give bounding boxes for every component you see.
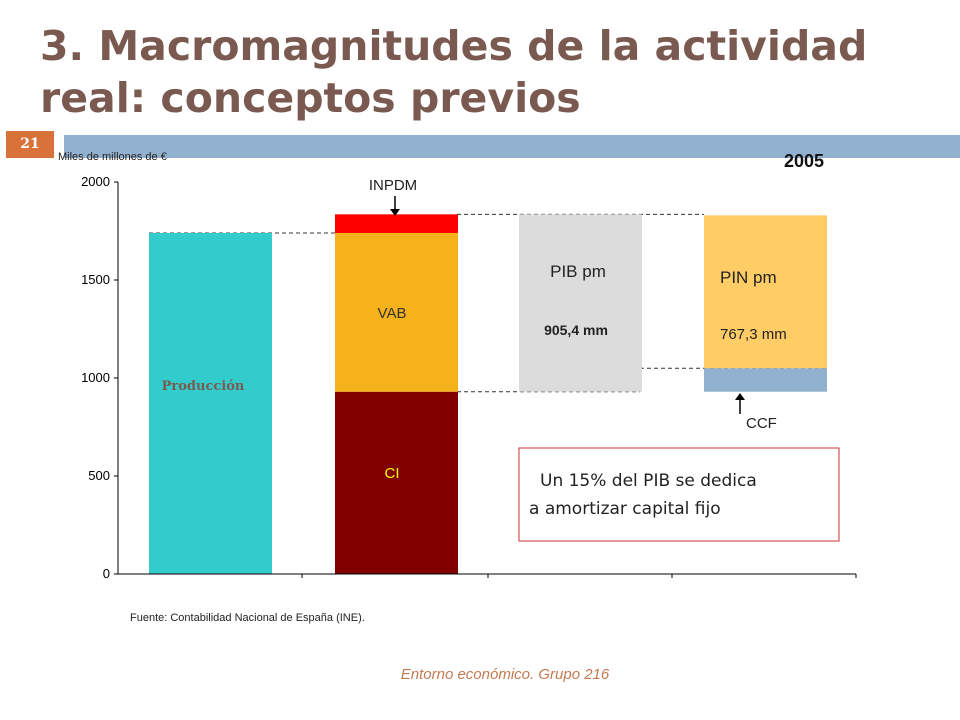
bar-segment-1-2 — [335, 214, 458, 233]
label-ccf: CCF — [746, 415, 777, 432]
annotation-line1: Un 15% del PIB se dedica — [540, 471, 757, 491]
bar-segment-2-0 — [519, 214, 642, 392]
slide-number: 21 — [6, 131, 54, 158]
value-pib-pm: 905,4 mm — [544, 322, 608, 338]
slide-title-line1: 3. Macromagnitudes de la actividad — [40, 22, 868, 70]
bar-segment-1-0 — [335, 391, 458, 574]
y-tick-label-1: 500 — [88, 468, 110, 483]
bar-segment-0-0 — [149, 232, 272, 574]
annotation-line2: a amortizar capital fijo — [529, 499, 721, 519]
inpdm-arrow-head — [390, 209, 400, 216]
slide-title-line2: real: conceptos previos — [40, 74, 581, 122]
y-tick-label-3: 1500 — [81, 272, 110, 287]
value-pin-pm: 767,3 mm — [720, 326, 787, 343]
slide-title: 3. Macromagnitudes de la actividad real:… — [40, 20, 940, 124]
ccf-arrow-head — [735, 393, 745, 400]
label-pib-pm: PIB pm — [550, 262, 606, 281]
label-produccion: Producción — [162, 379, 245, 394]
source-note: Fuente: Contabilidad Nacional de España … — [130, 612, 365, 624]
y-tick-label-4: 2000 — [81, 174, 110, 189]
label-ci: CI — [385, 465, 400, 482]
label-vab: VAB — [378, 305, 407, 322]
units-label: Miles de millones de € — [58, 151, 167, 163]
bar-segment-3-0 — [704, 368, 827, 392]
year-label: 2005 — [784, 151, 825, 171]
header-divider-bar — [64, 135, 960, 158]
label-pin-pm: PIN pm — [720, 268, 777, 287]
annotation-box — [518, 447, 840, 542]
label-inpdm: INPDM — [369, 177, 417, 194]
y-tick-label-2: 1000 — [81, 370, 110, 385]
slide-footer: Entorno económico. Grupo 216 — [400, 666, 610, 683]
y-tick-label-0: 0 — [103, 566, 110, 581]
bar-segment-3-1 — [704, 215, 827, 369]
bar-segment-1-1 — [335, 232, 458, 392]
